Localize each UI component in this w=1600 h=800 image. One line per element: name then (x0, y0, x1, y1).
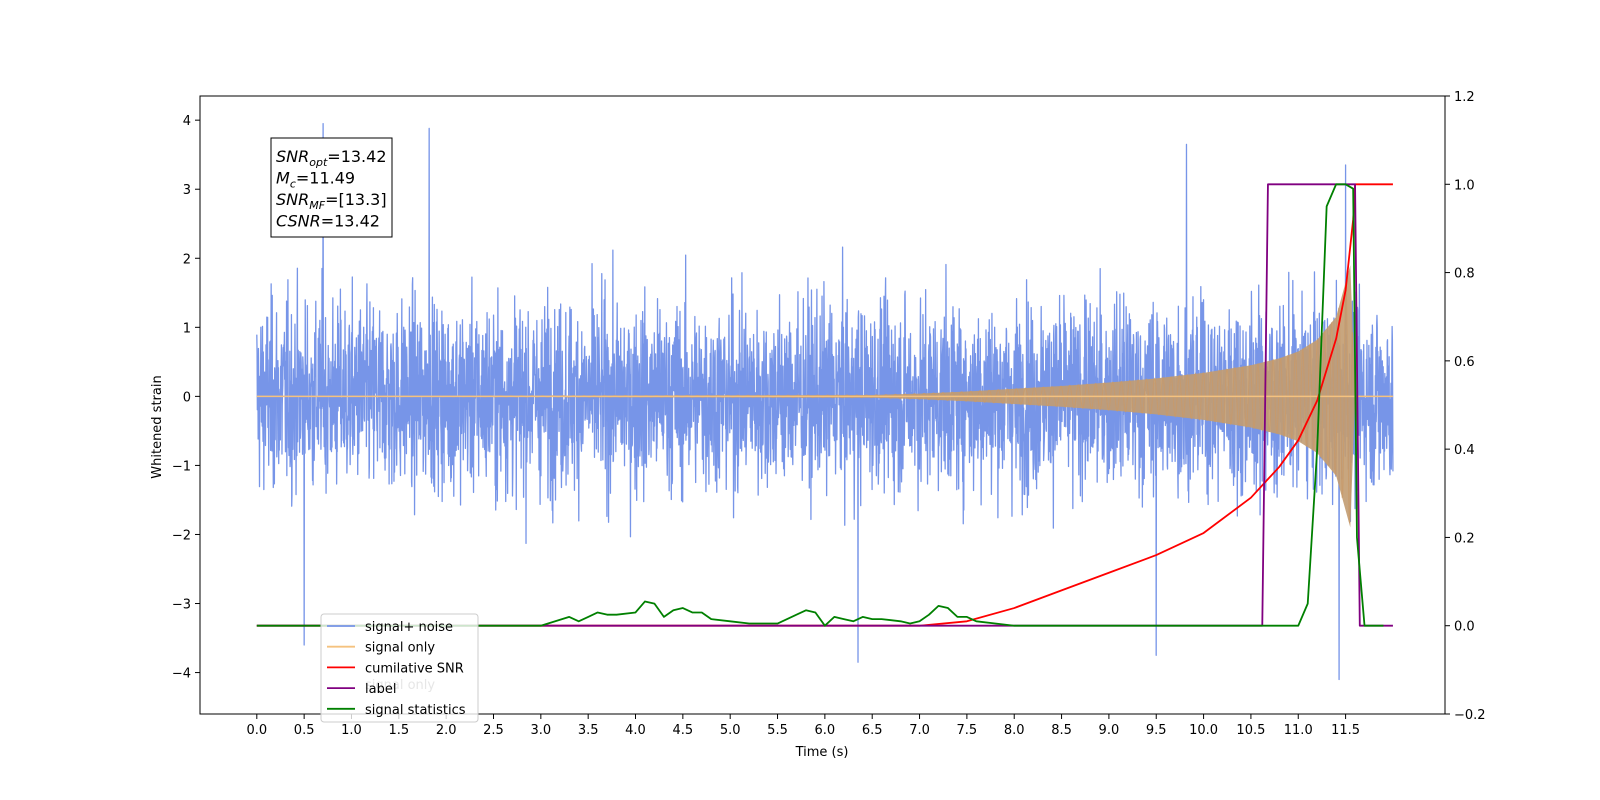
annotation-line: Mc=11.49 (276, 169, 355, 191)
legend-entry: cumilative SNR (365, 661, 464, 676)
y-right-tick-label: −0.2 (1454, 708, 1486, 723)
x-tick-label: 7.0 (909, 723, 930, 738)
annotation-subscript: c (290, 178, 296, 191)
x-tick-label: 11.5 (1331, 723, 1360, 738)
legend-entry: signal statistics (365, 703, 466, 718)
legend-entry: signal+ noise (365, 620, 453, 635)
annotation-value: =[13.3] (325, 190, 387, 209)
annotation-base: CSNR (276, 212, 321, 231)
x-tick-label: 2.5 (483, 723, 504, 738)
annotation-line: SNRopt=13.42 (276, 147, 387, 169)
x-tick-label: 10.0 (1189, 723, 1218, 738)
x-tick-label: 6.5 (862, 723, 883, 738)
annotation-base: M (276, 169, 290, 188)
legend: signal only signal+ noise signal only cumil… (320, 613, 479, 723)
x-tick-label: 9.0 (1099, 723, 1120, 738)
annotation-value: =13.42 (321, 212, 380, 231)
x-tick-label: 1.5 (388, 723, 409, 738)
x-axis-label: Time (s) (795, 745, 849, 760)
legend-entry: label (365, 682, 396, 697)
y-tick-label: 4 (183, 114, 191, 129)
x-tick-label: 2.0 (436, 723, 457, 738)
x-tick-label: 11.0 (1284, 723, 1313, 738)
legend-frame (320, 613, 479, 723)
x-tick-label: 7.5 (957, 723, 978, 738)
y-tick-label: 2 (183, 252, 191, 267)
x-tick-label: 3.0 (530, 723, 551, 738)
y-right-tick-label: 0.4 (1454, 443, 1475, 458)
y-right-tick-label: 0.6 (1454, 355, 1475, 370)
legend-entry: signal only (365, 641, 435, 656)
annotation-base: SNR (276, 190, 309, 209)
annotation-value: =13.42 (327, 147, 386, 166)
y-right-tick-label: 1.2 (1454, 90, 1475, 105)
x-tick-label: 4.0 (625, 723, 646, 738)
y-right-tick-label: 0.0 (1454, 620, 1475, 635)
x-tick-label: 3.5 (578, 723, 599, 738)
x-tick-label: 4.5 (673, 723, 694, 738)
x-tick-label: 10.5 (1236, 723, 1265, 738)
x-tick-label: 1.0 (341, 723, 362, 738)
series-cumulative-snr (256, 183, 1393, 627)
annotation-box: SNRopt=13.42Mc=11.49SNRMF=[13.3]CSNR=13.… (270, 137, 393, 238)
annotation-line: CSNR=13.42 (276, 212, 380, 231)
plot-frame (199, 95, 1446, 715)
annotation-frame (270, 137, 393, 238)
y-axis-right: 1.2 1.0 0.8 0.6 0.4 0.2 0.0 −0.2 (1445, 90, 1486, 723)
series-layer (256, 122, 1394, 681)
y-tick-label: 1 (183, 321, 191, 336)
y-right-tick-label: 0.8 (1454, 267, 1475, 282)
y-tick-label: −1 (172, 459, 191, 474)
y-tick-label: −3 (172, 598, 191, 613)
x-tick-label: 8.0 (1004, 723, 1025, 738)
y-tick-label: 3 (183, 183, 191, 198)
x-axis: 0.0 0.5 1.0 1.5 2.0 2.5 3.0 3.5 4.0 4.5 5.0 5.5 6.0 6… (246, 714, 1360, 738)
x-tick-label: 5.5 (767, 723, 788, 738)
y-tick-label: −4 (172, 667, 191, 682)
y-right-tick-label: 1.0 (1454, 178, 1475, 193)
x-tick-label: 0.5 (294, 723, 315, 738)
x-tick-label: 0.0 (246, 723, 267, 738)
annotation-subscript: opt (309, 156, 328, 169)
x-tick-label: 9.5 (1146, 723, 1167, 738)
x-tick-label: 6.0 (815, 723, 836, 738)
y-right-tick-label: 0.2 (1454, 531, 1475, 546)
y-axis-label: Whitened strain (150, 375, 165, 478)
y-tick-label: 0 (183, 390, 191, 405)
series-signal-statistics (256, 183, 1384, 627)
annotation-line: SNRMF=[13.3] (276, 190, 387, 212)
x-tick-label: 5.0 (720, 723, 741, 738)
y-axis-left: 4 3 2 1 0 −1 −2 −3 −4 (172, 114, 200, 682)
annotation-value: =11.49 (296, 169, 355, 188)
legend-overlapped-text: signal only (365, 678, 435, 693)
annotation-subscript: MF (309, 199, 325, 212)
y-tick-label: −2 (172, 528, 191, 543)
series-signal-noise (256, 122, 1394, 681)
x-tick-label: 8.5 (1051, 723, 1072, 738)
annotation-base: SNR (276, 147, 309, 166)
